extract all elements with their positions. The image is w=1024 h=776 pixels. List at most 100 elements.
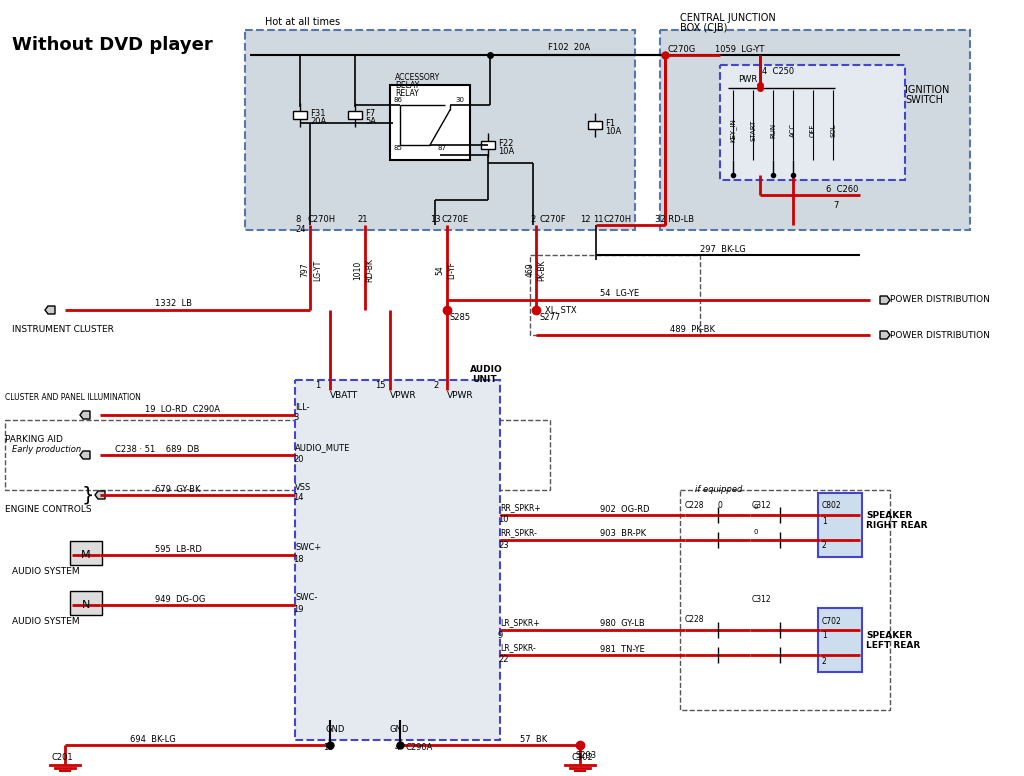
Text: RR_SPKR+: RR_SPKR+	[500, 504, 541, 512]
Text: 85: 85	[393, 145, 401, 151]
Text: 981  TN-YE: 981 TN-YE	[600, 645, 645, 653]
Text: 9: 9	[498, 630, 503, 639]
Text: KEY_IN: KEY_IN	[730, 118, 736, 142]
Text: Early production: Early production	[12, 445, 81, 453]
Text: 1: 1	[315, 380, 321, 390]
Text: 15: 15	[375, 380, 385, 390]
Text: GND: GND	[325, 726, 344, 735]
Text: 2: 2	[530, 216, 536, 224]
Text: 903  BR-PK: 903 BR-PK	[600, 529, 646, 539]
Text: F7: F7	[365, 109, 375, 117]
Text: 12: 12	[580, 216, 591, 224]
Text: VBATT: VBATT	[330, 390, 358, 400]
Text: C312: C312	[752, 595, 772, 605]
Bar	[390, 85, 470, 160]
Text: 489  PK-BK: 489 PK-BK	[670, 324, 715, 334]
Text: 469: 469	[525, 263, 535, 277]
Text: 6  C260: 6 C260	[826, 185, 858, 195]
Text: 13: 13	[430, 216, 440, 224]
FancyBboxPatch shape	[818, 493, 862, 557]
Text: LR_SPKR+: LR_SPKR+	[500, 618, 540, 628]
Text: 21: 21	[357, 216, 368, 224]
Text: GND: GND	[390, 726, 410, 735]
Text: C228: C228	[685, 501, 705, 510]
Text: 57  BK: 57 BK	[520, 736, 547, 744]
Text: 4: 4	[395, 743, 400, 753]
Text: 54  LG-YE: 54 LG-YE	[600, 289, 639, 299]
Text: IGNITION: IGNITION	[905, 85, 949, 95]
Text: LEFT REAR: LEFT REAR	[866, 640, 921, 650]
Text: 0: 0	[753, 529, 758, 535]
Text: 980  GY-LB: 980 GY-LB	[600, 619, 645, 629]
Text: Without DVD player: Without DVD player	[12, 36, 213, 54]
Text: C290A: C290A	[406, 743, 432, 753]
Text: 10A: 10A	[498, 147, 514, 155]
Polygon shape	[80, 451, 90, 459]
Text: 10A: 10A	[605, 126, 622, 136]
Text: 10: 10	[498, 515, 509, 525]
Polygon shape	[80, 411, 90, 419]
Text: 902  OG-RD: 902 OG-RD	[600, 504, 649, 514]
Text: SWC+: SWC+	[295, 543, 322, 553]
Text: C270H: C270H	[308, 216, 336, 224]
Text: 4  C250: 4 C250	[762, 68, 795, 77]
Text: 14: 14	[293, 494, 303, 503]
Bar	[348, 111, 362, 119]
Text: 679  GY-BK: 679 GY-BK	[155, 484, 201, 494]
Text: S277: S277	[540, 314, 561, 323]
Text: PWR: PWR	[738, 75, 758, 85]
Text: 2: 2	[433, 380, 438, 390]
Text: 0: 0	[753, 504, 758, 510]
Text: START: START	[750, 120, 756, 140]
Polygon shape	[45, 306, 55, 314]
Text: SOL: SOL	[830, 123, 836, 137]
FancyBboxPatch shape	[70, 541, 102, 565]
Text: 23: 23	[498, 541, 509, 549]
Text: 20A: 20A	[310, 116, 327, 126]
FancyBboxPatch shape	[295, 380, 500, 740]
Text: 0: 0	[718, 501, 723, 510]
Text: LG-YT: LG-YT	[313, 259, 323, 281]
Text: 949  DG-OG: 949 DG-OG	[155, 594, 206, 604]
Text: DELAY: DELAY	[395, 81, 419, 91]
Text: C238 · 51    689  DB: C238 · 51 689 DB	[115, 445, 200, 453]
Text: F22: F22	[498, 138, 513, 147]
Text: XL, STX: XL, STX	[545, 306, 577, 314]
Text: 54: 54	[435, 265, 444, 275]
Text: 1: 1	[822, 632, 826, 640]
Text: C270H: C270H	[604, 216, 632, 224]
Text: 1059  LG-YT: 1059 LG-YT	[715, 46, 764, 54]
Text: }: }	[82, 486, 94, 504]
Text: 595  LB-RD: 595 LB-RD	[155, 545, 202, 553]
Text: ILL-: ILL-	[295, 404, 309, 413]
Text: 20: 20	[293, 456, 303, 465]
Text: Hot at all times: Hot at all times	[265, 17, 340, 27]
Text: AUDIO SYSTEM: AUDIO SYSTEM	[12, 616, 80, 625]
Text: F1: F1	[605, 119, 615, 127]
Text: C802: C802	[822, 501, 842, 510]
Text: ENGINE CONTROLS: ENGINE CONTROLS	[5, 505, 91, 514]
Text: 87: 87	[438, 145, 447, 151]
Text: AUDIO SYSTEM: AUDIO SYSTEM	[12, 566, 80, 576]
Text: 18: 18	[293, 556, 304, 564]
Text: S293: S293	[575, 750, 596, 760]
Text: 24: 24	[295, 226, 305, 234]
Text: OFF: OFF	[810, 123, 816, 137]
Text: 1332  LB: 1332 LB	[155, 300, 193, 309]
FancyBboxPatch shape	[245, 30, 635, 230]
Text: C312: C312	[752, 501, 772, 510]
Text: 1010: 1010	[353, 261, 362, 279]
Text: AUDIO: AUDIO	[470, 365, 503, 375]
Text: RR_SPKR-: RR_SPKR-	[500, 528, 537, 538]
Text: 19  LO-RD  C290A: 19 LO-RD C290A	[145, 404, 220, 414]
Text: 11: 11	[593, 216, 603, 224]
Text: 30: 30	[455, 97, 464, 103]
Text: 22: 22	[498, 656, 509, 664]
FancyBboxPatch shape	[660, 30, 970, 230]
Text: VPWR: VPWR	[447, 390, 474, 400]
Polygon shape	[95, 491, 105, 499]
Text: SWC-: SWC-	[295, 594, 317, 602]
Text: INSTRUMENT CLUSTER: INSTRUMENT CLUSTER	[12, 325, 114, 334]
Text: ACC: ACC	[790, 123, 796, 137]
Text: 32 RD-LB: 32 RD-LB	[655, 216, 694, 224]
